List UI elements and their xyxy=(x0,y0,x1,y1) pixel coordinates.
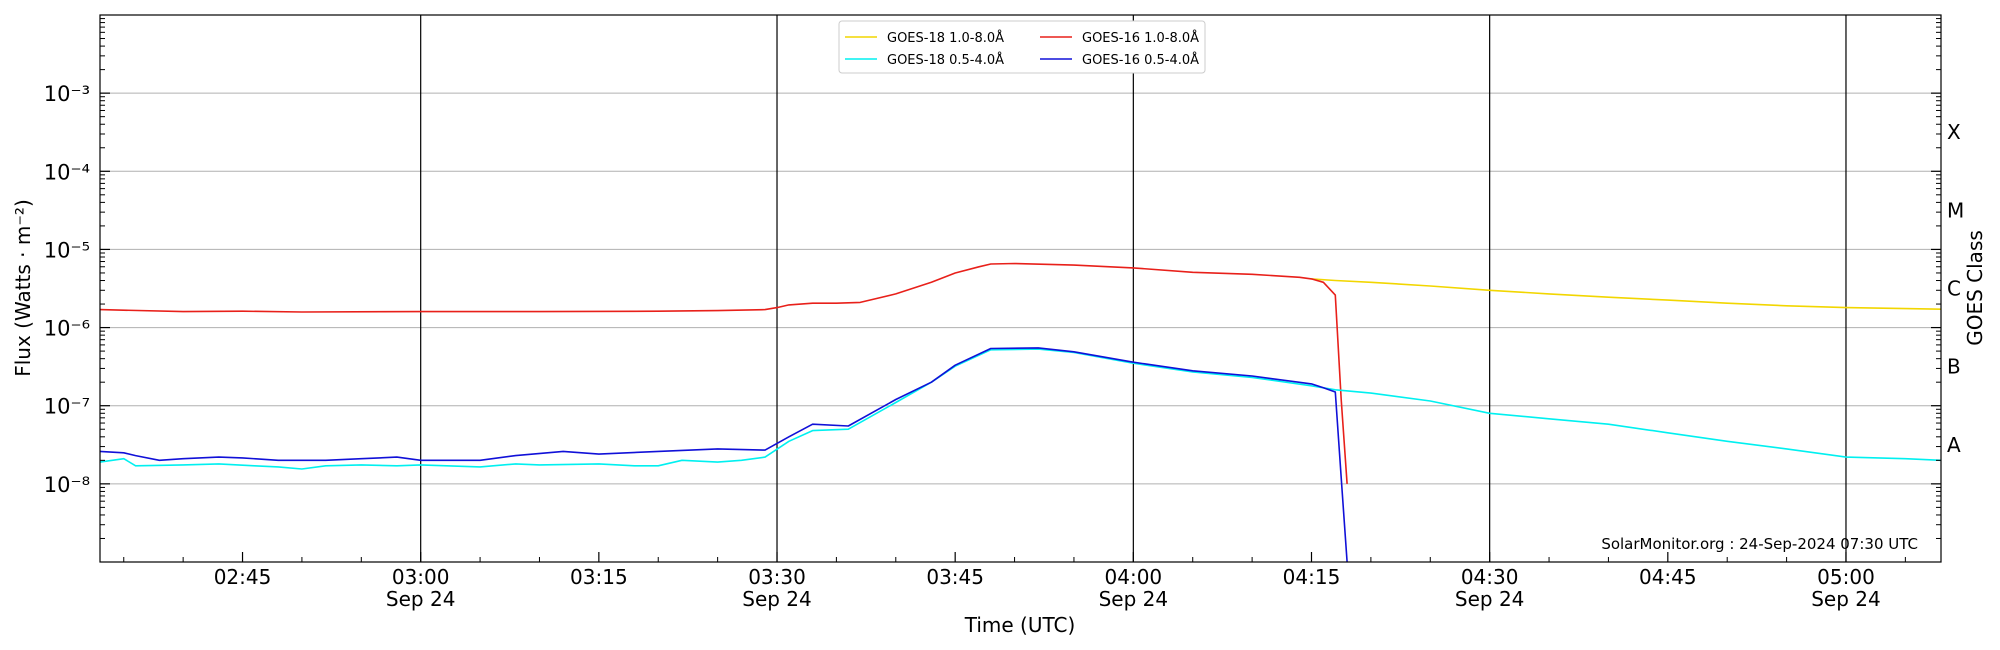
goes-class-label: B xyxy=(1947,355,1961,379)
y-tick-label: 10⁻⁷ xyxy=(44,395,90,419)
x-axis-label: Time (UTC) xyxy=(964,613,1076,637)
series-line-1 xyxy=(99,262,1348,484)
x-tick-label: 03:45 xyxy=(926,565,984,589)
series-lines xyxy=(99,262,1942,563)
x-tick-label: 04:15 xyxy=(1283,565,1341,589)
series-line-0 xyxy=(1311,278,1942,310)
series-line-3 xyxy=(99,347,1348,563)
legend-label: GOES-18 1.0-8.0Å xyxy=(887,30,1004,46)
goes-class-label: X xyxy=(1947,120,1961,144)
grid-lines xyxy=(100,92,1941,485)
legend-label: GOES-18 0.5-4.0Å xyxy=(887,52,1004,68)
day-boundary-lines xyxy=(420,15,1847,562)
legend: GOES-18 1.0-8.0Å GOES-18 0.5-4.0Å GOES-16 … xyxy=(838,20,1206,74)
y-tick-label: 10⁻⁶ xyxy=(44,317,90,341)
x-tick-label: 04:45 xyxy=(1639,565,1697,589)
x-tick-label: 05:00 xyxy=(1817,565,1875,589)
x-tick-label: 04:30 xyxy=(1461,565,1519,589)
goes-class-axis-label: GOES Class xyxy=(1963,230,1987,346)
y-axis-label: Flux (Watts · m⁻²) xyxy=(11,199,35,377)
goes-class-label: C xyxy=(1947,277,1961,301)
y-tick-label: 10⁻³ xyxy=(44,82,90,106)
y-tick-label: 10⁻⁸ xyxy=(44,473,90,497)
plot-frame xyxy=(99,14,1942,563)
y-tick-label: 10⁻⁴ xyxy=(44,160,90,184)
y-tick-label: 10⁻⁵ xyxy=(44,238,90,262)
y-axis-ticks: 10⁻⁸ 10⁻⁷ 10⁻⁶ 10⁻⁵ 10⁻⁴ 10⁻³ xyxy=(44,18,1941,539)
credit-text: SolarMonitor.org : 24-Sep-2024 07:30 UTC xyxy=(1601,535,1918,553)
x-tick-label: 03:00 xyxy=(392,565,450,589)
x-tick-label: 02:45 xyxy=(214,565,272,589)
goes-class-labels: A B C M X xyxy=(1947,120,1964,457)
legend-label: GOES-16 0.5-4.0Å xyxy=(1082,52,1199,68)
x-tick-label: 03:15 xyxy=(570,565,628,589)
x-tick-date-label: Sep 24 xyxy=(386,587,456,611)
legend-label: GOES-16 1.0-8.0Å xyxy=(1082,30,1199,46)
x-tick-label: 04:00 xyxy=(1105,565,1163,589)
x-tick-date-label: Sep 24 xyxy=(742,587,812,611)
x-tick-date-label: Sep 24 xyxy=(1455,587,1525,611)
x-tick-date-label: Sep 24 xyxy=(1811,587,1881,611)
goes-class-label: M xyxy=(1947,198,1964,222)
x-tick-date-label: Sep 24 xyxy=(1099,587,1169,611)
goes-class-label: A xyxy=(1947,433,1961,457)
series-line-2 xyxy=(99,348,1942,470)
legend-box xyxy=(838,20,1206,74)
x-tick-label: 03:30 xyxy=(748,565,806,589)
